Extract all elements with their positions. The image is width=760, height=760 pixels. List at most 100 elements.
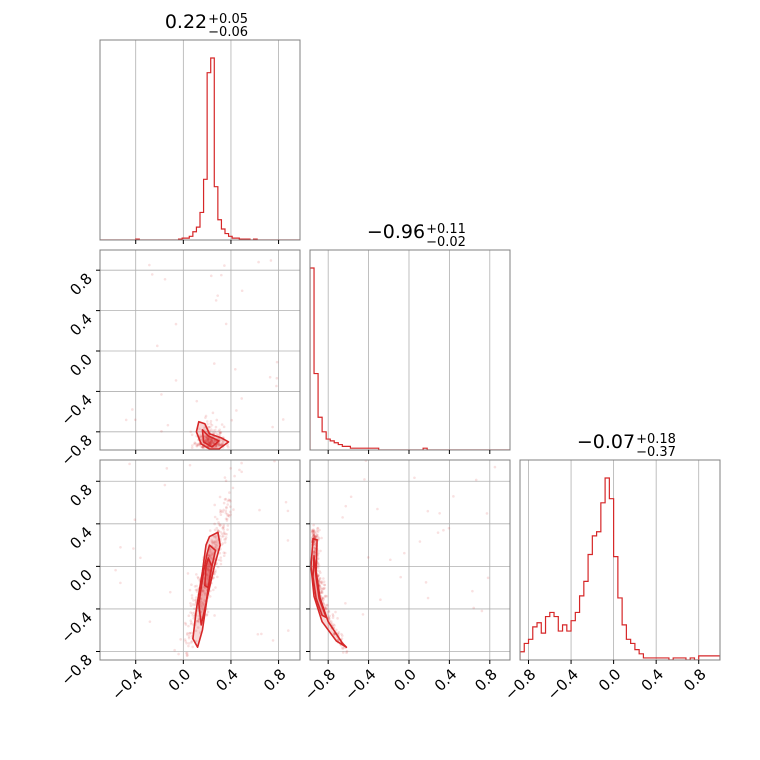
scatter-point	[179, 638, 182, 641]
scatter-point	[186, 572, 190, 575]
scatter-point	[139, 556, 142, 560]
scatter-point	[210, 438, 213, 442]
scatter-point	[219, 508, 222, 512]
scatter-point	[324, 607, 327, 610]
scatter-point	[220, 532, 224, 536]
scatter-point	[190, 596, 194, 600]
scatter-point	[330, 621, 333, 625]
scatter-point	[218, 431, 222, 435]
scatter-point	[209, 419, 213, 423]
scatter-point	[206, 440, 210, 443]
scatter-point	[345, 651, 348, 654]
scatter-point	[208, 595, 212, 598]
scatter-point	[192, 599, 195, 602]
scatter-point	[226, 524, 230, 527]
scatter-point	[312, 534, 316, 538]
scatter-point	[200, 437, 203, 441]
y-tick-label: 0.8	[66, 481, 96, 511]
scatter-point	[320, 582, 324, 585]
scatter-point	[198, 444, 201, 447]
scatter-point	[225, 532, 228, 536]
scatter-point	[325, 611, 329, 614]
scatter-point	[219, 513, 223, 517]
scatter-point	[193, 442, 196, 446]
scatter-point	[199, 435, 203, 439]
scatter-point	[344, 504, 348, 508]
scatter-point	[223, 551, 227, 555]
scatter-point	[321, 591, 324, 594]
scatter-point	[260, 632, 263, 636]
scatter-point	[124, 418, 128, 422]
scatter-point	[212, 441, 215, 444]
density-contour	[204, 557, 213, 589]
scatter-point	[218, 428, 221, 432]
scatter-point	[191, 444, 194, 447]
scatter-point	[312, 534, 315, 538]
scatter-point	[312, 528, 315, 531]
scatter-point	[286, 509, 290, 513]
scatter-point	[224, 509, 228, 513]
scatter-panel-0-1: −0.8−0.4 0.0 0.4 0.8	[58, 249, 301, 470]
scatter-point	[189, 622, 193, 626]
y-tick-label: −0.8	[58, 651, 96, 689]
scatter-point	[223, 538, 226, 541]
scatter-point	[220, 423, 224, 426]
scatter-point	[238, 468, 241, 472]
scatter-point	[322, 587, 325, 590]
scatter-point	[186, 653, 189, 657]
scatter-point	[215, 526, 219, 530]
scatter-point	[331, 613, 335, 616]
scatter-point	[185, 633, 189, 636]
scatter-point	[207, 568, 211, 572]
x-tick-label: −0.4	[341, 665, 379, 703]
scatter-point	[133, 418, 137, 422]
scatter-point	[311, 529, 315, 533]
scatter-point	[318, 576, 322, 580]
scatter-point	[163, 483, 167, 487]
scatter-point	[201, 588, 205, 592]
scatter-point	[206, 422, 209, 426]
scatter-point	[447, 526, 451, 530]
x-tick-label: −0.4	[108, 665, 146, 703]
scatter-point	[213, 428, 217, 432]
scatter-point	[208, 555, 212, 559]
scatter-point	[257, 260, 260, 264]
scatter-point	[312, 533, 316, 537]
scatter-point	[209, 440, 213, 443]
scatter-point	[192, 616, 195, 620]
scatter-point	[208, 548, 212, 552]
scatter-point	[174, 379, 178, 382]
scatter-point	[219, 562, 223, 566]
scatter-point	[493, 465, 497, 469]
scatter-point	[486, 576, 490, 580]
scatter-point	[207, 564, 210, 568]
scatter-point	[224, 532, 227, 536]
scatter-point	[194, 596, 198, 599]
scatter-point	[323, 583, 327, 587]
scatter-point	[188, 463, 192, 467]
scatter-point	[336, 638, 340, 642]
scatter-point	[269, 259, 273, 262]
scatter-point	[206, 438, 210, 442]
scatter-point	[206, 566, 209, 570]
scatter-point	[188, 631, 191, 635]
scatter-point	[217, 443, 221, 446]
scatter-point	[313, 551, 317, 555]
scatter-point	[195, 399, 199, 403]
scatter-point	[216, 444, 219, 448]
scatter-point	[210, 439, 213, 443]
panel-border	[309, 459, 511, 661]
scatter-point	[114, 568, 117, 572]
scatter-point	[418, 540, 422, 543]
scatter-point	[224, 511, 228, 515]
scatter-point	[189, 619, 193, 622]
histogram-step-line	[520, 477, 720, 660]
scatter-point	[312, 531, 316, 535]
scatter-point	[313, 530, 316, 534]
scatter-point	[205, 437, 209, 440]
scatter-point	[219, 443, 222, 447]
scatter-point	[221, 526, 225, 529]
scatter-point	[209, 274, 213, 278]
scatter-point	[229, 505, 232, 508]
scatter-point	[195, 588, 199, 592]
